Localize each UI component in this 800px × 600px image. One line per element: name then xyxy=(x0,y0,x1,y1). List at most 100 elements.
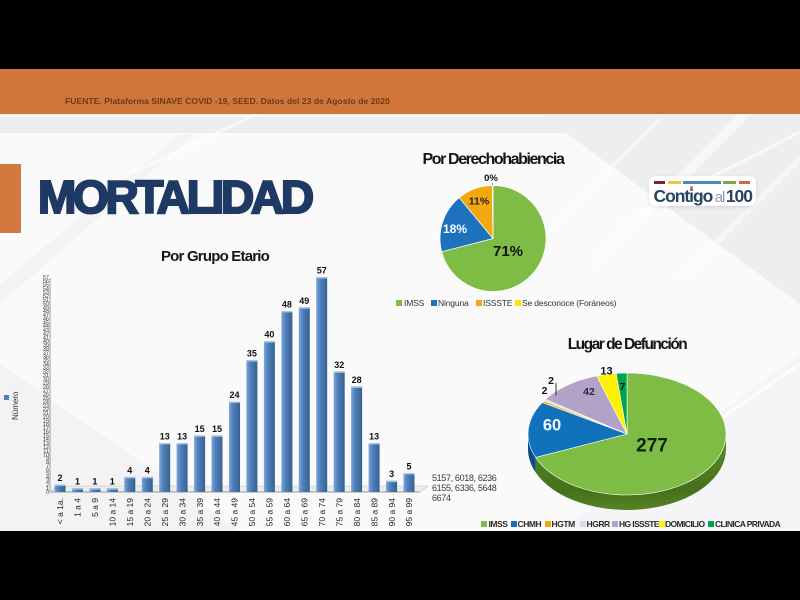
svg-text:56: 56 xyxy=(43,279,49,285)
svg-text:15 a 19: 15 a 19 xyxy=(125,498,135,527)
svg-text:71%: 71% xyxy=(493,243,523,260)
svg-text:Por Grupo Etario: Por Grupo Etario xyxy=(161,248,270,265)
svg-text:23: 23 xyxy=(43,403,49,409)
svg-text:26: 26 xyxy=(43,392,49,398)
svg-text:47: 47 xyxy=(43,313,49,319)
svg-text:55 a 59: 55 a 59 xyxy=(265,498,275,527)
svg-text:65 a 69: 65 a 69 xyxy=(300,498,310,527)
svg-text:60 a 64: 60 a 64 xyxy=(282,498,292,527)
svg-text:57: 57 xyxy=(43,275,49,281)
svg-text:3: 3 xyxy=(389,469,394,479)
svg-text:15: 15 xyxy=(212,424,222,434)
svg-text:40: 40 xyxy=(43,339,49,345)
svg-text:11%: 11% xyxy=(469,196,490,208)
svg-text:35 a 39: 35 a 39 xyxy=(195,498,205,527)
svg-text:50: 50 xyxy=(43,302,49,308)
svg-text:43: 43 xyxy=(43,328,49,334)
svg-text:52: 52 xyxy=(43,294,49,300)
svg-text:75 a 79: 75 a 79 xyxy=(334,498,344,527)
svg-text:1: 1 xyxy=(110,477,115,487)
svg-text:13: 13 xyxy=(369,432,379,442)
svg-text:4: 4 xyxy=(127,465,132,475)
svg-text:18%: 18% xyxy=(443,222,467,236)
svg-text:4: 4 xyxy=(145,465,150,475)
svg-text:55: 55 xyxy=(43,283,49,289)
svg-text:13: 13 xyxy=(160,432,170,442)
svg-text:21: 21 xyxy=(43,411,49,417)
svg-text:15: 15 xyxy=(43,433,49,439)
svg-text:51: 51 xyxy=(43,298,49,304)
svg-text:49: 49 xyxy=(299,296,309,306)
svg-text:38: 38 xyxy=(43,347,49,353)
svg-text:48: 48 xyxy=(43,309,49,315)
svg-text:17: 17 xyxy=(43,426,49,432)
svg-text:27: 27 xyxy=(43,388,49,394)
svg-text:37: 37 xyxy=(43,351,49,357)
svg-text:41: 41 xyxy=(43,335,49,341)
svg-text:36: 36 xyxy=(43,354,49,360)
svg-text:40: 40 xyxy=(264,330,274,340)
svg-text:5: 5 xyxy=(46,471,49,477)
svg-text:7: 7 xyxy=(620,381,626,393)
svg-text:5: 5 xyxy=(406,462,411,472)
svg-text:1: 1 xyxy=(75,477,80,487)
svg-text:10 a 14: 10 a 14 xyxy=(108,498,118,527)
svg-text:29: 29 xyxy=(43,381,49,387)
svg-text:28: 28 xyxy=(43,384,49,390)
svg-text:85 a 89: 85 a 89 xyxy=(369,498,379,527)
svg-text:42: 42 xyxy=(583,386,595,398)
svg-text:12: 12 xyxy=(43,445,49,451)
svg-text:13: 13 xyxy=(600,366,612,378)
svg-text:25: 25 xyxy=(43,396,49,402)
svg-text:20 a 24: 20 a 24 xyxy=(142,498,152,527)
svg-text:19: 19 xyxy=(43,418,49,424)
svg-text:95 a 99: 95 a 99 xyxy=(404,498,414,527)
svg-text:50 a 54: 50 a 54 xyxy=(247,498,257,527)
svg-text:42: 42 xyxy=(43,332,49,338)
svg-text:20: 20 xyxy=(43,415,49,421)
svg-text:11: 11 xyxy=(43,449,49,455)
svg-text:13: 13 xyxy=(43,441,49,447)
svg-text:49: 49 xyxy=(43,305,49,311)
svg-text:60: 60 xyxy=(543,417,561,435)
svg-text:35: 35 xyxy=(247,349,257,359)
svg-text:10: 10 xyxy=(43,452,49,458)
svg-text:46: 46 xyxy=(43,317,49,323)
svg-text:8: 8 xyxy=(46,460,49,466)
svg-text:45 a 49: 45 a 49 xyxy=(230,498,240,527)
svg-text:40 a 44: 40 a 44 xyxy=(212,498,222,527)
svg-text:39: 39 xyxy=(43,343,49,349)
svg-text:277: 277 xyxy=(636,436,668,457)
svg-text:24: 24 xyxy=(229,390,239,400)
svg-text:3: 3 xyxy=(46,479,49,485)
svg-text:Lugar de Defunción: Lugar de Defunción xyxy=(568,336,688,353)
svg-text:44: 44 xyxy=(43,324,49,330)
svg-text:31: 31 xyxy=(43,373,49,379)
svg-text:2: 2 xyxy=(46,483,49,489)
svg-text:5 a 9: 5 a 9 xyxy=(90,498,100,517)
svg-text:30: 30 xyxy=(43,377,49,383)
svg-text:32: 32 xyxy=(43,369,49,375)
svg-text:32: 32 xyxy=(334,360,344,370)
svg-text:2: 2 xyxy=(57,473,62,483)
svg-text:18: 18 xyxy=(43,422,49,428)
svg-text:30 a 34: 30 a 34 xyxy=(177,498,187,527)
svg-text:16: 16 xyxy=(43,430,49,436)
svg-text:7: 7 xyxy=(46,464,49,470)
svg-text:15: 15 xyxy=(195,424,205,434)
svg-text:< a 1a.: < a 1a. xyxy=(55,498,65,524)
svg-text:1: 1 xyxy=(46,486,49,492)
svg-text:54: 54 xyxy=(43,286,49,292)
svg-text:24: 24 xyxy=(43,400,49,406)
svg-text:9: 9 xyxy=(46,456,49,462)
svg-text:48: 48 xyxy=(282,300,292,310)
svg-text:33: 33 xyxy=(43,366,49,372)
svg-text:Número: Número xyxy=(11,391,20,420)
svg-text:90 a 94: 90 a 94 xyxy=(387,498,397,527)
svg-text:0%: 0% xyxy=(484,173,498,184)
svg-text:2: 2 xyxy=(548,375,554,387)
svg-text:0: 0 xyxy=(46,490,49,496)
svg-text:80 a 84: 80 a 84 xyxy=(352,498,362,527)
svg-text:34: 34 xyxy=(43,362,49,368)
svg-text:14: 14 xyxy=(43,437,49,443)
